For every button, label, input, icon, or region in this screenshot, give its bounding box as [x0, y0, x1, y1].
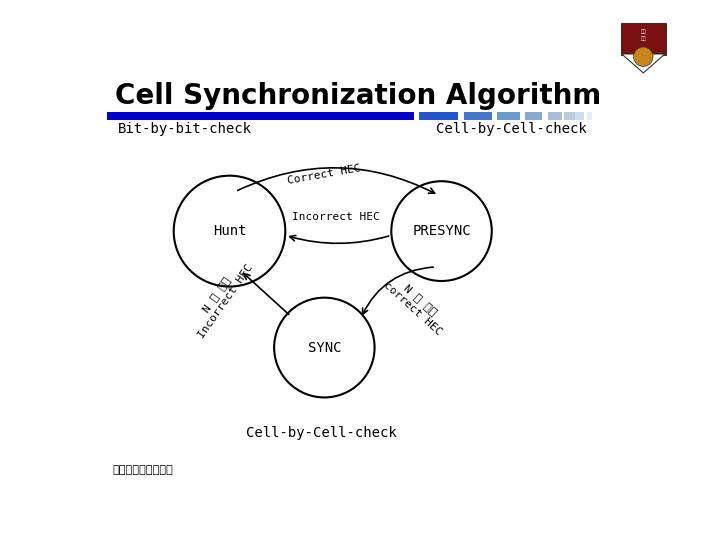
Bar: [526, 112, 542, 120]
Text: Incorrect HEC: Incorrect HEC: [292, 212, 379, 221]
Text: Hunt: Hunt: [212, 224, 246, 238]
Bar: [564, 112, 575, 120]
Polygon shape: [621, 54, 665, 73]
Text: Cell-by-Cell-check: Cell-by-Cell-check: [436, 122, 587, 136]
Text: 터망: 터망: [641, 36, 646, 42]
Bar: [419, 112, 458, 120]
Text: N 번 연속
correct HEC: N 번 연속 correct HEC: [382, 271, 451, 337]
Text: Bit-by-bit-check: Bit-by-bit-check: [118, 122, 252, 136]
Bar: [107, 112, 414, 120]
FancyBboxPatch shape: [621, 23, 666, 55]
Text: 컴퓨: 컴퓨: [641, 29, 646, 34]
Bar: [587, 112, 593, 120]
Bar: [575, 112, 584, 120]
Bar: [464, 112, 492, 120]
Text: 컴퓨터네트워크공의: 컴퓨터네트워크공의: [112, 465, 173, 475]
Text: Cell-by-Cell-check: Cell-by-Cell-check: [246, 426, 397, 440]
Text: Correct HEC: Correct HEC: [287, 164, 361, 186]
Text: SYNC: SYNC: [307, 341, 341, 355]
Text: Cell Synchronization Algorithm: Cell Synchronization Algorithm: [114, 82, 601, 110]
Bar: [498, 112, 520, 120]
Text: N 번 연속
Incorrect HEC: N 번 연속 Incorrect HEC: [187, 255, 255, 340]
Text: PRESYNC: PRESYNC: [413, 224, 471, 238]
Bar: [547, 112, 562, 120]
Circle shape: [634, 47, 653, 66]
